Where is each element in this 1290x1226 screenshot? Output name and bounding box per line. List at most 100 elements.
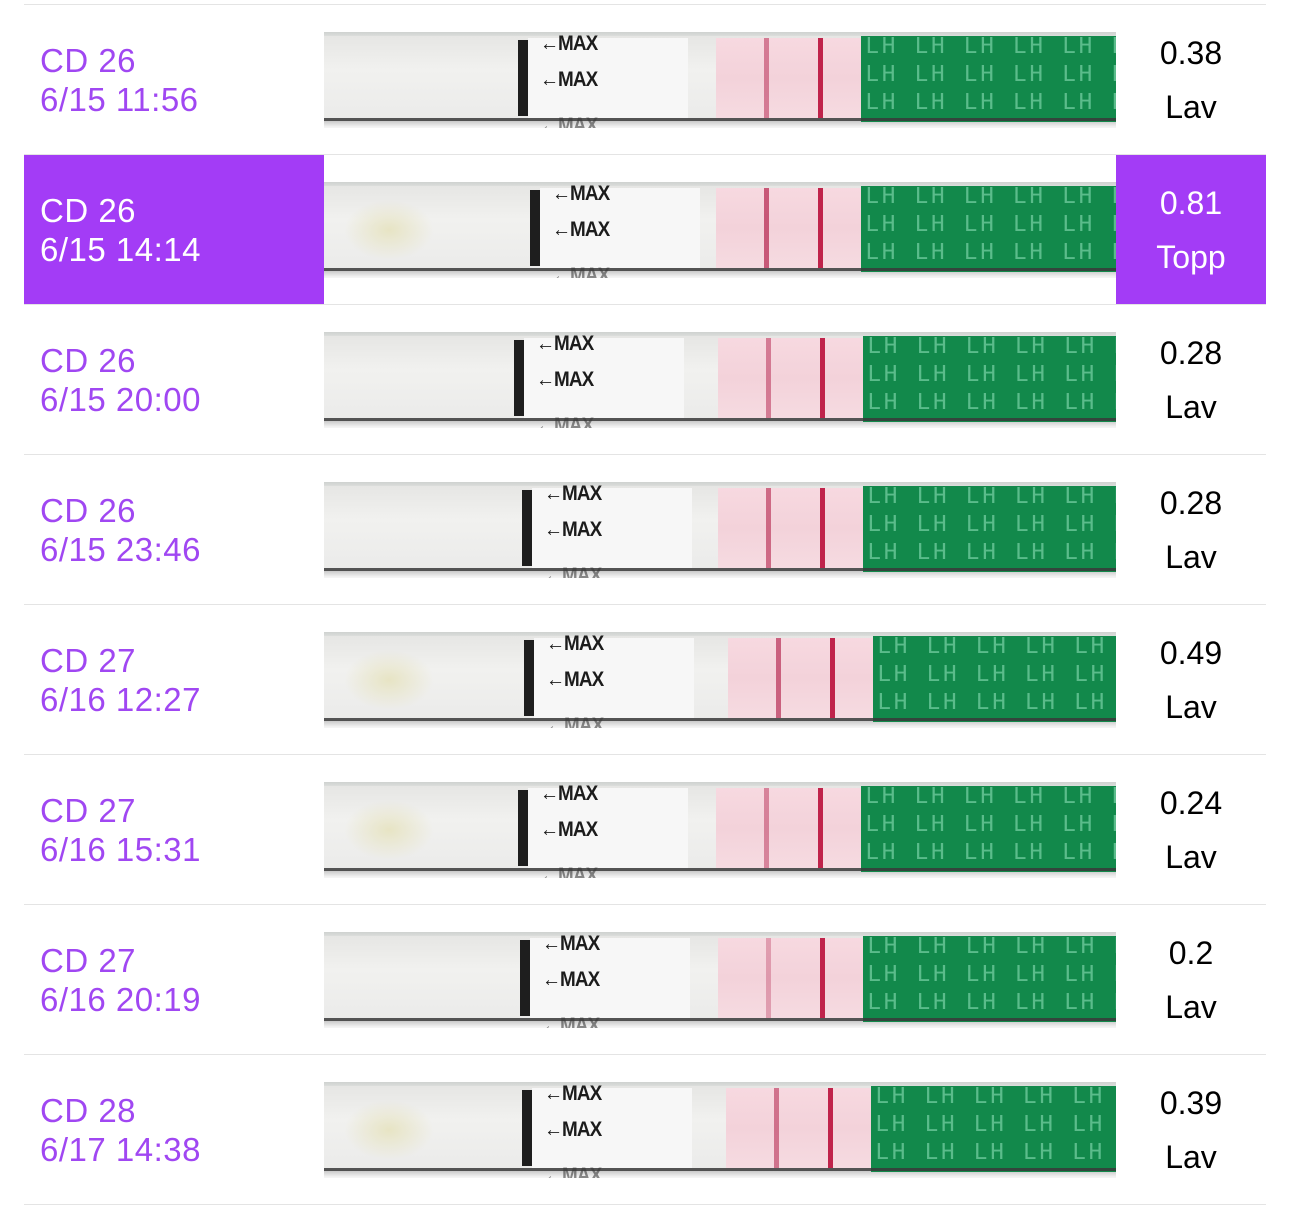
test-date-cell: CD 26 6/15 11:56 [24,5,324,154]
test-value-cell: 0.39 Lav [1116,1055,1266,1204]
test-strip-photo[interactable]: ←MAX ←MAX ←MAX LH LH LH LH LH LH LH LH LH L… [324,632,1116,728]
result-window [718,938,863,1018]
lh-handle: LH LH LH LH LH LH LH LH LH LH LH LH LH L… [871,1086,1116,1172]
lh-result-label: Lav [1165,988,1217,1025]
max-arrow-label: ←MAX [536,414,594,428]
control-line [818,38,823,118]
lh-ratio-value: 0.24 [1159,784,1223,821]
dip-line-marker [518,40,528,116]
result-window [718,338,863,418]
strip-edge [324,868,1116,871]
test-strip-photo[interactable]: ←MAX ←MAX ←MAX LH LH LH LH LH LH LH LH LH L… [324,332,1116,428]
test-strip-photo[interactable]: ←MAX ←MAX ←MAX LH LH LH LH LH LH LH LH LH L… [324,782,1116,878]
test-date-cell: CD 27 6/16 12:27 [24,605,324,754]
test-line [764,188,769,268]
control-line [820,938,825,1018]
lh-ratio-value: 0.81 [1159,184,1223,221]
dip-line-marker [518,790,528,866]
dip-line-marker [522,1090,532,1166]
test-strip-photo[interactable]: ←MAX ←MAX ←MAX LH LH LH LH LH LH LH LH LH L… [324,932,1116,1028]
result-window [716,788,861,868]
lh-ratio-value: 0.39 [1159,1084,1223,1121]
test-date-cell: CD 27 6/16 20:19 [24,905,324,1054]
test-line [766,938,771,1018]
cycle-day-label: CD 27 [40,791,137,829]
dip-line-marker [530,190,540,266]
test-line [776,638,781,718]
test-value-cell: 0.28 Lav [1116,305,1266,454]
test-datetime-label: 6/15 23:46 [40,530,201,568]
lh-handle: LH LH LH LH LH LH LH LH LH LH LH LH LH L… [861,786,1116,872]
result-window [726,1088,871,1168]
lh-handle: LH LH LH LH LH LH LH LH LH LH LH LH LH L… [863,936,1116,1022]
strip-edge [324,418,1116,421]
lh-handle: LH LH LH LH LH LH LH LH LH LH LH LH LH L… [861,186,1116,272]
test-row[interactable]: CD 26 6/15 23:46 ←MAX ←MAX ←MAX LH LH LH LH L… [0,455,1290,605]
max-arrow-label: ←MAX [546,668,604,691]
test-strip-photo[interactable]: ←MAX ←MAX ←MAX LH LH LH LH LH LH LH LH LH L… [324,182,1116,278]
lh-ratio-value: 0.38 [1159,34,1223,71]
max-arrow-label: ←MAX [544,564,602,578]
urine-mark [344,800,434,860]
dip-line-marker [514,340,524,416]
lh-handle-text: LH LH LH LH LH LH LH LH LH LH LH LH LH L… [865,786,1116,867]
lh-handle-text: LH LH LH LH LH LH LH LH LH LH LH LH LH L… [875,1086,1105,1167]
strip-edge [324,268,1116,271]
result-window [718,488,863,568]
strip-edge [324,1168,1116,1171]
max-arrow-label: ←MAX [552,264,610,278]
max-arrow-label: ←MAX [544,1082,602,1105]
test-line [766,488,771,568]
test-row[interactable]: CD 28 6/17 14:38 ←MAX ←MAX ←MAX LH LH LH LH L… [0,1055,1290,1205]
test-datetime-label: 6/15 11:56 [40,80,199,118]
result-window [716,38,861,118]
max-label-area [540,188,700,268]
strip-edge [324,568,1116,571]
max-arrow-label: ←MAX [540,864,598,878]
max-label-area [524,338,684,418]
test-strip-photo[interactable]: ←MAX ←MAX ←MAX LH LH LH LH LH LH LH LH LH L… [324,32,1116,128]
max-label-area [532,1088,692,1168]
result-window [716,188,861,268]
max-arrow-label: ←MAX [540,68,598,91]
cycle-day-label: CD 26 [40,341,137,379]
max-arrow-label: ←MAX [540,818,598,841]
control-line [830,638,835,718]
test-strip-photo[interactable]: ←MAX ←MAX ←MAX LH LH LH LH LH LH LH LH LH L… [324,482,1116,578]
max-arrow-label: ←MAX [546,632,604,655]
test-datetime-label: 6/15 14:14 [40,230,201,268]
lh-result-label: Lav [1165,1138,1217,1175]
max-label-area [532,488,692,568]
max-arrow-label: ←MAX [540,782,598,805]
test-datetime-label: 6/16 12:27 [40,680,201,718]
test-strip-photo[interactable]: ←MAX ←MAX ←MAX LH LH LH LH LH LH LH LH LH L… [324,1082,1116,1178]
control-line [820,338,825,418]
lh-result-label: Lav [1165,88,1217,125]
test-row[interactable]: CD 27 6/16 20:19 ←MAX ←MAX ←MAX LH LH LH LH L… [0,905,1290,1055]
test-datetime-label: 6/16 20:19 [40,980,201,1018]
lh-handle: LH LH LH LH LH LH LH LH LH LH LH LH LH L… [863,486,1116,572]
test-line [764,38,769,118]
lh-handle: LH LH LH LH LH LH LH LH LH LH LH LH LH L… [863,336,1116,422]
test-row[interactable]: CD 27 6/16 15:31 ←MAX ←MAX ←MAX LH LH LH LH L… [0,755,1290,905]
test-row[interactable]: CD 26 6/15 11:56 ←MAX ←MAX ←MAX LH LH LH LH L… [0,4,1290,155]
result-window [728,638,873,718]
test-row[interactable]: CD 26 6/15 20:00 ←MAX ←MAX ←MAX LH LH LH LH L… [0,305,1290,455]
cycle-day-label: CD 26 [40,41,137,79]
test-strip-list: CD 26 6/15 11:56 ←MAX ←MAX ←MAX LH LH LH LH L… [0,4,1290,1205]
test-date-cell: CD 26 6/15 20:00 [24,305,324,454]
lh-handle: LH LH LH LH LH LH LH LH LH LH LH LH LH L… [873,636,1116,722]
test-value-cell: 0.28 Lav [1116,455,1266,604]
max-arrow-label: ←MAX [544,518,602,541]
test-row[interactable]: CD 26 6/15 14:14 ←MAX ←MAX ←MAX LH LH LH LH L… [0,155,1290,305]
lh-result-label: Lav [1165,838,1217,875]
test-line [766,338,771,418]
lh-handle-text: LH LH LH LH LH LH LH LH LH LH LH LH LH L… [865,36,1116,117]
max-arrow-label: ←MAX [540,114,598,128]
lh-ratio-value: 0.28 [1159,484,1223,521]
lh-result-label: Topp [1156,238,1226,275]
control-line [818,188,823,268]
strip-edge [324,718,1116,721]
test-row[interactable]: CD 27 6/16 12:27 ←MAX ←MAX ←MAX LH LH LH LH L… [0,605,1290,755]
test-date-cell: CD 28 6/17 14:38 [24,1055,324,1204]
